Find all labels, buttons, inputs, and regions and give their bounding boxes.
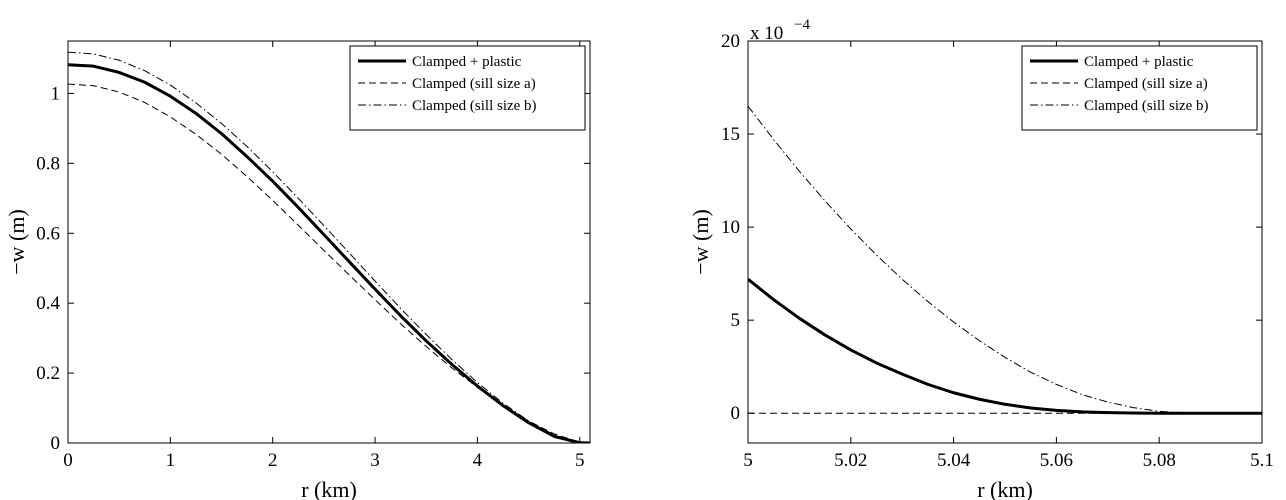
y-tick-label: 0.2 bbox=[36, 363, 60, 384]
x-tick-label: 2 bbox=[268, 450, 278, 471]
plot-frame bbox=[747, 40, 1263, 444]
x-tick-label: 5.04 bbox=[937, 450, 971, 471]
x-tick-label: 1 bbox=[166, 450, 176, 471]
legend-label-1: Clamped + plastic bbox=[412, 54, 522, 70]
y-tick-label: 5 bbox=[731, 310, 741, 331]
y-axis-label: −w (m) bbox=[688, 209, 713, 275]
y-tick-label: 1 bbox=[51, 83, 61, 104]
x-tick-label: 5 bbox=[743, 450, 753, 471]
x-tick-label: 5.06 bbox=[1040, 450, 1073, 471]
x-axis-label: r (km) bbox=[977, 477, 1033, 500]
legend-label-3: Clamped (sill size b) bbox=[1084, 98, 1209, 114]
x-axis-label: r (km) bbox=[301, 477, 357, 500]
legend: Clamped + plastic Clamped (sill size a) Cl… bbox=[349, 45, 586, 131]
legend-label-2: Clamped (sill size a) bbox=[412, 76, 536, 92]
x-tick-label: 3 bbox=[370, 450, 380, 471]
chart-1: 0 1 2 3 4 5 0 0.2 0.4 0.6 0.8 1 r (km) −w (m) Clamped … bbox=[4, 40, 591, 500]
y-tick-label: 10 bbox=[721, 217, 740, 238]
series-group bbox=[748, 105, 1262, 415]
y-axis-label: −w (m) bbox=[4, 209, 29, 275]
chart-2: 5 5.02 5.04 5.06 5.08 5.1 0 5 10 15 20 r (km) −w (m)… bbox=[688, 17, 1274, 500]
y-tick-label: 0.4 bbox=[36, 293, 60, 314]
y-multiplier-exponent: −4 bbox=[794, 17, 810, 33]
legend-label-2: Clamped (sill size a) bbox=[1084, 76, 1208, 92]
x-tick-label: 5.02 bbox=[834, 450, 867, 471]
x-tick-label: 5.08 bbox=[1143, 450, 1176, 471]
series-line-1 bbox=[748, 278, 1262, 415]
y-tick-label: 20 bbox=[721, 31, 740, 52]
x-tick-label: 4 bbox=[473, 450, 483, 471]
legend-label-1: Clamped + plastic bbox=[1084, 54, 1194, 70]
y-tick-label: 0 bbox=[731, 403, 741, 424]
legend: Clamped + plastic Clamped (sill size a) Cl… bbox=[1021, 45, 1258, 131]
y-tick-label: 0.8 bbox=[36, 153, 60, 174]
x-tick-label: 5 bbox=[575, 450, 585, 471]
series-line-1 bbox=[68, 63, 590, 443]
x-tick-label: 5.1 bbox=[1250, 450, 1274, 471]
series-group bbox=[68, 51, 590, 443]
series-line-2 bbox=[68, 83, 590, 443]
legend-label-3: Clamped (sill size b) bbox=[412, 98, 537, 114]
plot-frame bbox=[67, 40, 591, 444]
y-tick-label: 15 bbox=[721, 124, 740, 145]
y-tick-label: 0 bbox=[51, 433, 61, 454]
series-line-3 bbox=[748, 105, 1262, 414]
y-multiplier-label: x 10 bbox=[750, 23, 783, 44]
series-line-3 bbox=[68, 51, 590, 443]
x-tick-label: 0 bbox=[63, 450, 73, 471]
y-tick-label: 0.6 bbox=[36, 223, 60, 244]
